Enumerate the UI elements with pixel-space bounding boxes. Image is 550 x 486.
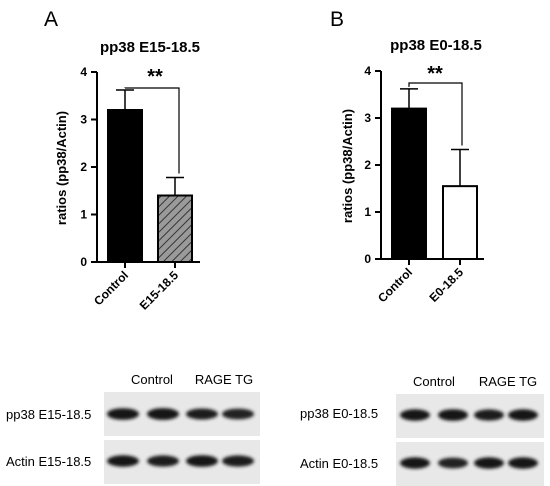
y-tick-label: 4	[80, 65, 87, 79]
y-tick-label: 0	[364, 252, 371, 266]
blot-band	[400, 409, 430, 421]
bar	[442, 185, 478, 260]
y-tick-label: 1	[80, 208, 87, 222]
chart-b: pp38 E0-18.5 ratios (pp38/Actin) 0 1 2 3 4 Co…	[340, 37, 484, 305]
y-tick-label: 2	[364, 158, 371, 172]
y-tick-label: 0	[80, 255, 87, 269]
chart-b-marks	[391, 82, 478, 260]
blot-band	[147, 408, 179, 420]
blot-band	[222, 408, 254, 420]
significance-bracket	[124, 87, 180, 174]
chart-a-title: pp38 E15-18.5	[100, 39, 200, 56]
blot-band	[508, 409, 538, 421]
blot-band	[438, 457, 468, 469]
category-label: E15-18.5	[137, 268, 182, 313]
blot-b-group-rage-tg: RAGE TG	[479, 374, 537, 389]
category-label: E0-18.5	[427, 265, 467, 305]
western-blot-b: Control RAGE TG pp38 E0-18.5 Actin E0-18…	[300, 374, 544, 486]
chart-b-y-axis-label: ratios (pp38/Actin)	[340, 109, 355, 223]
blot-band	[222, 455, 254, 467]
blot-a-group-control: Control	[131, 372, 173, 387]
blot-band	[107, 408, 139, 420]
blot-band	[107, 455, 139, 467]
blot-band	[186, 455, 218, 467]
blot-band	[186, 408, 218, 420]
blot-band	[474, 457, 504, 469]
y-tick-label: 2	[80, 160, 87, 174]
blot-b-row-label-actin: Actin E0-18.5	[300, 456, 378, 471]
chart-a-significance: **	[147, 66, 163, 88]
blot-a-bands	[107, 408, 254, 467]
blot-b-bands	[400, 409, 538, 469]
blot-band	[474, 409, 504, 421]
blot-b-row-label-pp38: pp38 E0-18.5	[300, 406, 378, 421]
chart-b-significance: **	[427, 63, 443, 85]
category-label: Control	[375, 265, 415, 305]
blot-a-row-label-pp38: pp38 E15-18.5	[6, 407, 91, 422]
chart-a-y-axis-label: ratios (pp38/Actin)	[54, 111, 69, 225]
blot-band	[508, 457, 538, 469]
blot-band	[438, 409, 468, 421]
blot-b-group-control: Control	[413, 374, 455, 389]
panel-letter-b: B	[330, 8, 344, 31]
bar	[391, 107, 427, 260]
significance-bracket	[408, 82, 463, 146]
bar	[157, 194, 193, 263]
y-tick-label: 3	[80, 113, 87, 127]
panel-letter-a: A	[44, 8, 58, 31]
chart-a-marks	[107, 87, 193, 263]
blot-band	[400, 457, 430, 469]
blot-a-group-rage-tg: RAGE TG	[195, 372, 253, 387]
western-blot-a: Control RAGE TG pp38 E15-18.5 Actin E15-…	[6, 372, 260, 484]
blot-band	[147, 455, 179, 467]
y-tick-label: 4	[364, 64, 371, 78]
y-tick-label: 1	[364, 205, 371, 219]
y-tick-label: 3	[364, 111, 371, 125]
blot-a-row-label-actin: Actin E15-18.5	[6, 454, 91, 469]
bar	[107, 109, 143, 263]
category-label: Control	[91, 268, 131, 308]
chart-a: pp38 E15-18.5 ratios (pp38/Actin) 0 1 2 3 4 C…	[54, 39, 200, 313]
chart-b-title: pp38 E0-18.5	[390, 37, 482, 54]
